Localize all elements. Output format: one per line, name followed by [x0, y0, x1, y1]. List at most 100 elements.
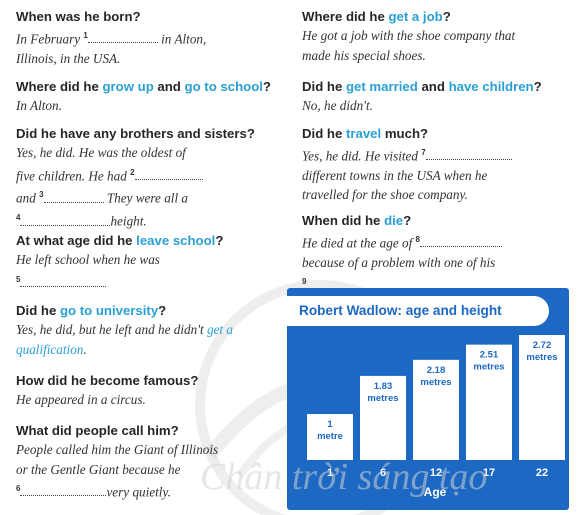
gap-number: 8: [415, 235, 420, 244]
answer-text: very quietly.: [106, 484, 171, 500]
highlighted-phrase: die: [384, 213, 404, 228]
answer-line: and 3 They were all a: [16, 185, 255, 208]
answer-text: In Alton.: [16, 98, 62, 113]
answer-text: They were all a: [103, 190, 189, 206]
question-text: Did he: [302, 126, 346, 141]
question-text: Did he have any brothers and sisters?: [16, 126, 255, 141]
left-qa-block-5: Did he go to university? Yes, he did, but…: [16, 302, 233, 359]
gap-blank[interactable]: [134, 169, 203, 180]
bar-value-label: 1.83: [374, 381, 393, 392]
question: How did he become famous?: [16, 372, 198, 390]
answer-line: 5: [16, 270, 223, 293]
answer-line: He appeared in a circus.: [16, 390, 198, 410]
highlighted-phrase: travel: [345, 126, 382, 141]
answer-line: Yes, he did, but he left and he didn't g…: [16, 320, 233, 340]
answer: Yes, he did. He was the oldest of five ch…: [16, 143, 255, 231]
question-text: How did he become famous?: [16, 373, 199, 388]
question-text: ?: [158, 303, 167, 318]
highlighted-phrase: get a job: [388, 9, 443, 24]
right-qa-block-1: Where did he get a job? He got a job with…: [302, 8, 515, 65]
answer-line: qualification.: [16, 340, 233, 360]
answer: No, he didn't.: [302, 96, 542, 116]
bar-age-1: [307, 414, 353, 460]
answer-line: Yes, he did. He visited 7: [302, 143, 512, 166]
answer-line: People called him the Giant of Illinois: [16, 440, 218, 460]
chart-title: Robert Wadlow: age and height: [287, 296, 549, 326]
question-text: much?: [381, 126, 429, 141]
answer-text: He got a job with the shoe company that: [302, 28, 516, 43]
answer-line: travelled for the shoe company.: [302, 185, 512, 205]
gap-blank[interactable]: [20, 215, 111, 226]
gap-blank[interactable]: [425, 149, 512, 161]
answer-line: 6 very quietly.: [16, 479, 218, 502]
answer-text: or the Gentle Giant because he: [16, 461, 181, 477]
right-qa-block-3: Did he travel much? Yes, he did. He visit…: [302, 125, 512, 205]
gap-number: 6: [16, 484, 21, 493]
gap-number: 2: [130, 167, 135, 177]
answer: He left school when he was 5: [16, 250, 223, 292]
highlighted-phrase: get married: [345, 79, 418, 94]
bar-age-12: [413, 359, 459, 460]
bar-age-17: [466, 344, 512, 460]
bar-value-label: 1: [327, 419, 333, 430]
question: Where did he get a job?: [302, 8, 515, 26]
left-qa-block-6: How did he become famous? He appeared in …: [16, 372, 198, 410]
gap-number: 3: [39, 190, 44, 200]
answer-text: and: [16, 190, 40, 206]
answer-text: Yes, he did. He was the oldest of: [16, 145, 186, 160]
bar-age-6: [360, 375, 406, 460]
left-qa-block-1: When was he born? In February 1 in Alton,…: [16, 8, 206, 68]
question-text: Where did he: [302, 9, 389, 24]
question: Did he travel much?: [302, 125, 512, 143]
gap-number: 9: [302, 277, 307, 287]
left-qa-block-3: Did he have any brothers and sisters? Yes…: [16, 125, 255, 231]
question-text: and: [153, 79, 185, 94]
bar-value-label: 2.72: [533, 340, 552, 351]
question: Did he have any brothers and sisters?: [16, 125, 255, 143]
answer-line: five children. He had 2: [16, 163, 255, 186]
bar-value-label: 2.51: [480, 350, 499, 361]
question: When was he born?: [16, 8, 206, 26]
gap-blank[interactable]: [20, 485, 107, 497]
answer-text: made his special shoes.: [302, 47, 426, 63]
answer-text: People called him the Giant of Illinois: [16, 442, 219, 457]
question-text: ?: [442, 9, 451, 24]
answer: He died at the age of 8 because of a prob…: [302, 230, 502, 295]
answer-text: He left school when he was: [16, 252, 160, 267]
right-qa-block-2: Did he get married and have children? No,…: [302, 78, 542, 116]
x-tick-label: 17: [483, 467, 495, 479]
answer-text: .: [83, 341, 87, 357]
gap-number: 1: [83, 31, 88, 40]
answer-text: different towns in the USA when he: [302, 167, 488, 183]
left-qa-block-4: At what age did he leave school? He left …: [16, 232, 223, 292]
gap-number: 4: [16, 213, 21, 223]
gap-blank[interactable]: [87, 32, 158, 44]
answer-line: He left school when he was: [16, 250, 223, 270]
answer-text: travelled for the shoe company.: [302, 187, 468, 203]
answer-line: because of a problem with one of his: [302, 253, 502, 273]
answer-line: different towns in the USA when he: [302, 166, 512, 186]
gap-blank[interactable]: [43, 192, 104, 203]
answer-line: made his special shoes.: [302, 46, 515, 66]
question-text: At what age did he: [16, 233, 137, 248]
answer-line: 4 height.: [16, 208, 255, 231]
question-text: ?: [215, 233, 224, 248]
answer-text: in Alton,: [157, 31, 207, 47]
gap-blank[interactable]: [419, 236, 502, 248]
height-chart: 1metre11.83metres62.18metres122.51metres…: [307, 335, 565, 499]
answer-text: Yes, he did, but he left and he didn't: [16, 322, 207, 337]
question-text: When was he born?: [16, 9, 141, 24]
highlighted-phrase: have children: [448, 79, 534, 94]
question: Did he go to university?: [16, 302, 233, 320]
left-qa-block-2: Where did he grow up and go to school? In…: [16, 78, 271, 116]
question-text: Did he: [302, 79, 346, 94]
question-text: What did people call him?: [16, 423, 179, 438]
answer-line: Yes, he did. He was the oldest of: [16, 143, 255, 163]
question-text: ?: [403, 213, 412, 228]
answer: People called him the Giant of Illinois o…: [16, 440, 218, 502]
answer-line: He died at the age of 8: [302, 230, 502, 253]
gap-blank[interactable]: [20, 276, 107, 287]
answer: In February 1 in Alton, Illinois, in the …: [16, 26, 206, 68]
x-axis-label: Age: [424, 485, 447, 499]
answer-line: No, he didn't.: [302, 96, 542, 116]
